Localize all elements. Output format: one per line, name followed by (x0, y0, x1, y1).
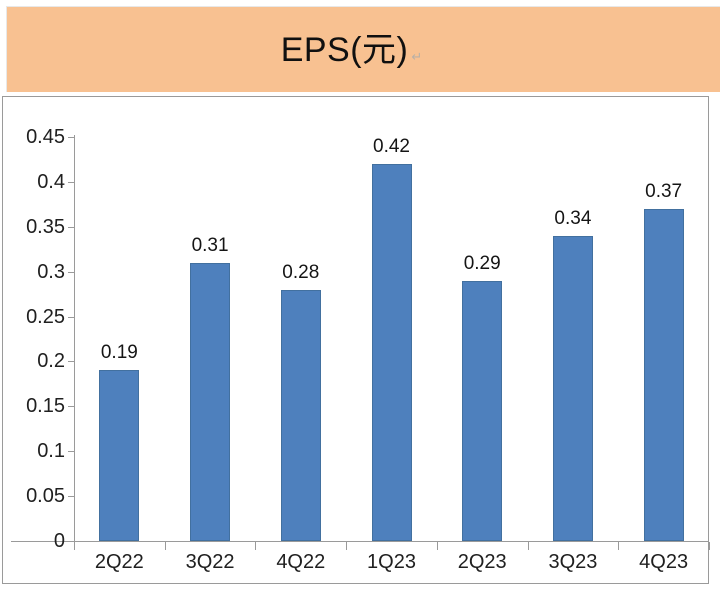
bar-value-label: 0.31 (191, 234, 229, 256)
bar[interactable] (190, 262, 231, 541)
bar[interactable] (462, 280, 503, 541)
bar[interactable] (371, 163, 412, 541)
y-axis-tick-label: 0.15 (26, 395, 65, 418)
x-axis-line (11, 541, 709, 542)
x-axis-category-label: 2Q22 (94, 551, 144, 573)
y-axis-tick (68, 226, 75, 228)
y-axis-line (74, 135, 75, 543)
bar[interactable] (280, 289, 321, 541)
x-axis-tick (255, 542, 257, 550)
y-axis-tick (68, 541, 75, 542)
plot-area (74, 137, 709, 541)
y-axis-tick-label: 0.4 (37, 170, 65, 193)
y-axis-tick (68, 406, 75, 408)
bar[interactable] (643, 208, 684, 541)
y-axis-tick (68, 451, 75, 453)
bar[interactable] (99, 370, 140, 541)
x-axis-tick (164, 542, 166, 550)
y-axis-tick (68, 271, 75, 273)
bar-value-label: 0.28 (282, 261, 320, 283)
x-axis-tick (436, 542, 438, 550)
x-axis-tick (527, 542, 529, 550)
x-axis-tick (709, 542, 710, 550)
x-axis-category-label: 1Q23 (367, 551, 416, 573)
y-axis: 0 0.05 0.1 0.15 0.2 0.25 0.3 0.35 0.4 0.45 (3, 97, 75, 585)
y-axis-tick (68, 496, 75, 498)
x-axis-category-label: 2Q23 (457, 551, 507, 573)
y-axis-tick-label: 0.1 (37, 440, 65, 463)
page-title: EPS(元) (280, 30, 409, 69)
bar-value-label: 0.29 (463, 252, 501, 274)
y-axis-tick-label: 0.25 (26, 305, 65, 328)
chart-title-banner: EPS(元) ↵ (6, 6, 720, 92)
y-axis-tick (68, 316, 75, 318)
y-axis-tick-label: 0.3 (37, 260, 65, 283)
y-axis-tick (68, 181, 75, 183)
y-axis-tick-label: 0.05 (26, 485, 65, 508)
bar-value-label: 0.42 (373, 135, 410, 157)
y-axis-tick-label: 0 (53, 530, 65, 552)
paragraph-mark-icon: ↵ (411, 48, 423, 64)
x-axis-category-label: 3Q22 (185, 551, 235, 573)
x-axis-tick (346, 542, 348, 550)
y-axis-tick (68, 137, 75, 138)
y-axis-tick (68, 361, 75, 363)
bar-value-label: 0.34 (554, 207, 592, 229)
x-axis-category-label: 4Q23 (639, 551, 689, 573)
y-axis-tick-label: 0.2 (37, 350, 65, 373)
x-axis-category-label: 3Q23 (548, 551, 598, 573)
bar-value-label: 0.19 (100, 342, 138, 364)
bar-value-label: 0.37 (645, 180, 683, 202)
y-axis-tick-label: 0.45 (26, 126, 65, 148)
x-axis-category-label: 4Q22 (276, 551, 326, 573)
chart-title-group: EPS(元) ↵ (281, 33, 423, 67)
y-axis-tick-label: 0.35 (26, 215, 65, 238)
chart-container: 0 0.05 0.1 0.15 0.2 0.25 0.3 0.35 0.4 0.45 2Q22 3Q… (2, 96, 710, 585)
x-axis-tick (74, 542, 75, 550)
x-axis-tick (618, 542, 620, 550)
bar[interactable] (552, 235, 593, 541)
